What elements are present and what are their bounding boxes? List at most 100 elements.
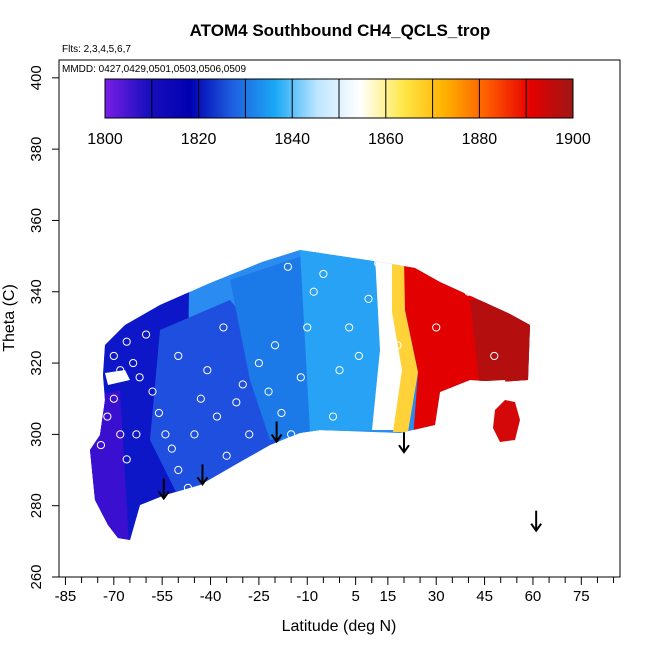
observation-point xyxy=(303,323,312,332)
observation-point xyxy=(196,394,205,403)
x-tick-label: 75 xyxy=(573,588,590,605)
color-bar-tick-label: 1880 xyxy=(462,131,498,148)
observation-point xyxy=(319,269,328,279)
observation-point xyxy=(71,465,80,475)
observation-point xyxy=(364,294,373,303)
dates-note: MMDD: 0427,0429,0501,0503,0506,0509 xyxy=(62,64,246,75)
x-axis-label: Latitude (deg N) xyxy=(282,618,397,635)
observation-point xyxy=(174,465,183,475)
observation-point xyxy=(161,430,170,439)
x-tick-label: 5 xyxy=(351,588,359,605)
observation-point xyxy=(167,444,176,453)
x-tick-label: 30 xyxy=(428,588,445,605)
y-tick-label: 300 xyxy=(28,422,45,447)
observation-point xyxy=(122,337,131,346)
observation-point xyxy=(277,408,286,418)
direction-arrows xyxy=(157,421,542,533)
y-axis: 260 280 300 320 340 360 380 400 xyxy=(28,65,59,590)
observation-point xyxy=(522,430,531,439)
color-bar-tick-label: 1840 xyxy=(274,131,310,148)
observation-point xyxy=(122,455,131,464)
observation-point xyxy=(270,341,280,350)
observation-point xyxy=(432,323,441,332)
observation-point xyxy=(264,387,273,396)
observation-point xyxy=(96,440,106,450)
arrow-head xyxy=(530,523,542,533)
observation-point xyxy=(183,483,193,492)
observation-point xyxy=(232,398,241,407)
field-gap xyxy=(105,370,130,385)
observation-point xyxy=(354,351,363,361)
observation-point xyxy=(383,376,392,385)
x-tick-label: 60 xyxy=(525,588,542,605)
observation-point xyxy=(287,430,296,439)
y-axis-label: Theta (C) xyxy=(1,284,18,352)
observation-point xyxy=(109,351,118,361)
x-tick-label: -40 xyxy=(200,588,222,605)
observation-point xyxy=(141,330,151,339)
observation-point xyxy=(238,380,247,389)
observation-point xyxy=(212,412,222,421)
y-tick-label: 400 xyxy=(28,65,45,90)
arrow-head xyxy=(157,490,170,501)
field-gap xyxy=(470,380,510,400)
y-tick-label: 340 xyxy=(28,279,45,304)
observation-point xyxy=(222,451,231,460)
observation-point xyxy=(87,508,96,517)
observation-point xyxy=(103,412,112,421)
observation-point xyxy=(103,330,112,339)
observation-point xyxy=(283,262,293,271)
observation-point xyxy=(135,373,144,382)
color-bar: 1800 1820 1840 1860 1880 1900 xyxy=(87,78,591,148)
observation-point xyxy=(464,287,473,296)
x-tick-label: -10 xyxy=(296,588,318,605)
observation-point xyxy=(109,394,118,403)
observation-point xyxy=(296,373,305,382)
observation-point xyxy=(129,358,138,368)
y-tick-label: 280 xyxy=(28,493,45,518)
arrow-head xyxy=(398,444,410,454)
observation-point xyxy=(93,530,102,539)
observation-point xyxy=(190,430,199,439)
flights-note: Flts: 2,3,4,5,6,7 xyxy=(62,44,131,55)
observation-point xyxy=(219,323,228,332)
observation-point xyxy=(158,287,167,296)
observation-point xyxy=(490,351,499,361)
down-arrow xyxy=(157,478,170,501)
color-bar-tick-label: 1800 xyxy=(87,131,123,148)
observation-point xyxy=(254,358,263,368)
x-axis: -85 -70 -55 -40 -25 -10 5 15 30 45 60 75 xyxy=(55,577,615,605)
observation-point xyxy=(535,330,544,339)
observation-point xyxy=(245,430,254,439)
x-tick-label: 15 xyxy=(380,588,397,605)
observation-point xyxy=(116,366,125,375)
observation-point xyxy=(148,387,157,396)
down-arrow xyxy=(270,421,283,444)
observation-point xyxy=(309,287,318,296)
down-arrow xyxy=(398,432,410,454)
observation-point xyxy=(116,430,125,439)
chart-title: ATOM4 Southbound CH4_QCLS_trop xyxy=(190,21,491,40)
observation-point xyxy=(203,366,212,375)
field-transition-yellow xyxy=(392,258,418,432)
observation-point xyxy=(328,412,338,421)
observation-point xyxy=(141,301,151,311)
x-tick-label: 45 xyxy=(476,588,493,605)
down-arrow xyxy=(530,510,542,533)
observation-point xyxy=(325,437,334,446)
observation-point xyxy=(335,366,344,375)
color-bar-tick-label: 1820 xyxy=(181,131,217,148)
y-tick-label: 380 xyxy=(28,137,45,162)
color-bar-tick-label: 1900 xyxy=(555,131,591,148)
field-northern-highest xyxy=(470,300,530,400)
observation-point xyxy=(345,323,354,332)
arrow-head xyxy=(196,476,209,487)
observation-point xyxy=(374,259,383,268)
observation-point xyxy=(512,387,521,396)
field-transition-white xyxy=(372,255,408,430)
x-tick-label: -25 xyxy=(248,588,270,605)
observation-points xyxy=(71,259,544,539)
y-tick-label: 360 xyxy=(28,208,45,233)
x-tick-label: -55 xyxy=(151,588,173,605)
